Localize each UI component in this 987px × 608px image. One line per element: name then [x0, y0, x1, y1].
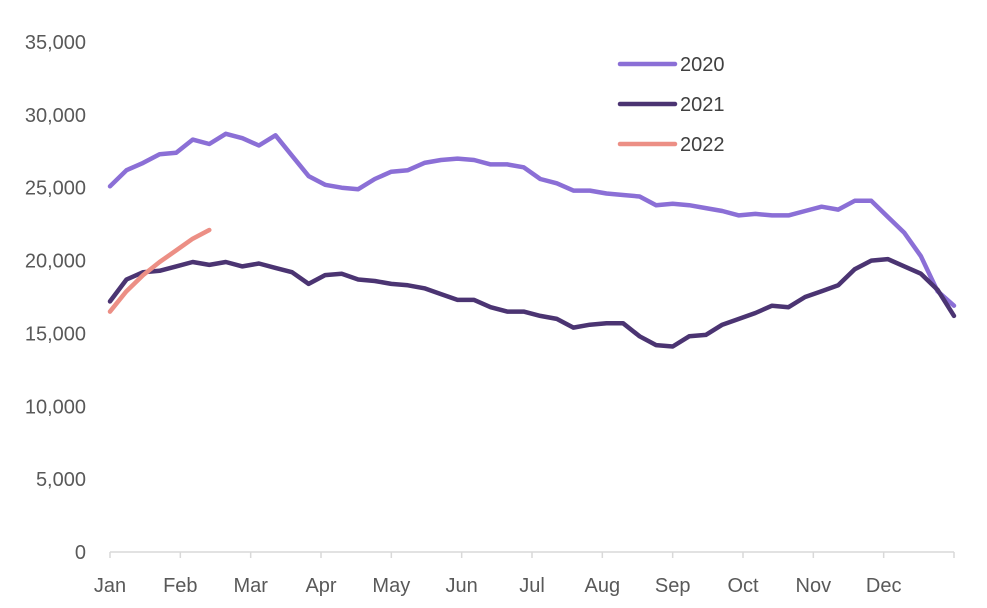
x-tick-label: Jan: [94, 575, 126, 597]
x-tick-label: Aug: [585, 575, 621, 597]
legend-label-2021: 2021: [680, 94, 725, 116]
series-line-2022: [107, 227, 212, 314]
x-tick-label: Sep: [655, 575, 691, 597]
y-tick-label: 0: [75, 542, 86, 564]
y-tick-label: 5,000: [36, 469, 86, 491]
y-tick-label: 30,000: [25, 105, 86, 127]
y-tick-label: 20,000: [25, 251, 86, 273]
series-line-2021: [107, 256, 957, 349]
x-axis: Jan Feb Mar Apr May Jun Jul Aug Sep Oct Nov Dec: [94, 551, 955, 597]
x-tick-label: Mar: [233, 575, 268, 597]
series-line-2020: [107, 131, 957, 308]
y-tick-label: 35,000: [25, 32, 86, 54]
x-tick-label: Jun: [446, 575, 478, 597]
x-tick-label: Oct: [727, 575, 759, 597]
legend-label-2022: 2022: [680, 134, 725, 156]
legend: 2020 2021 2022: [617, 54, 725, 156]
y-tick-label: 15,000: [25, 323, 86, 345]
x-tick-label: Jul: [519, 575, 545, 597]
series-layer: [107, 131, 957, 349]
y-tick-label: 25,000: [25, 178, 86, 200]
x-tick-label: May: [372, 575, 410, 597]
legend-label-2020: 2020: [680, 54, 725, 76]
x-tick-label: Apr: [305, 575, 336, 597]
x-tick-label: Feb: [163, 575, 197, 597]
y-tick-label: 10,000: [25, 396, 86, 418]
x-tick-label: Nov: [796, 575, 832, 597]
y-axis: 0 5,000 10,000 15,000 20,000 25,000 30,000 35,0…: [25, 32, 86, 564]
x-tick-label: Dec: [866, 575, 902, 597]
